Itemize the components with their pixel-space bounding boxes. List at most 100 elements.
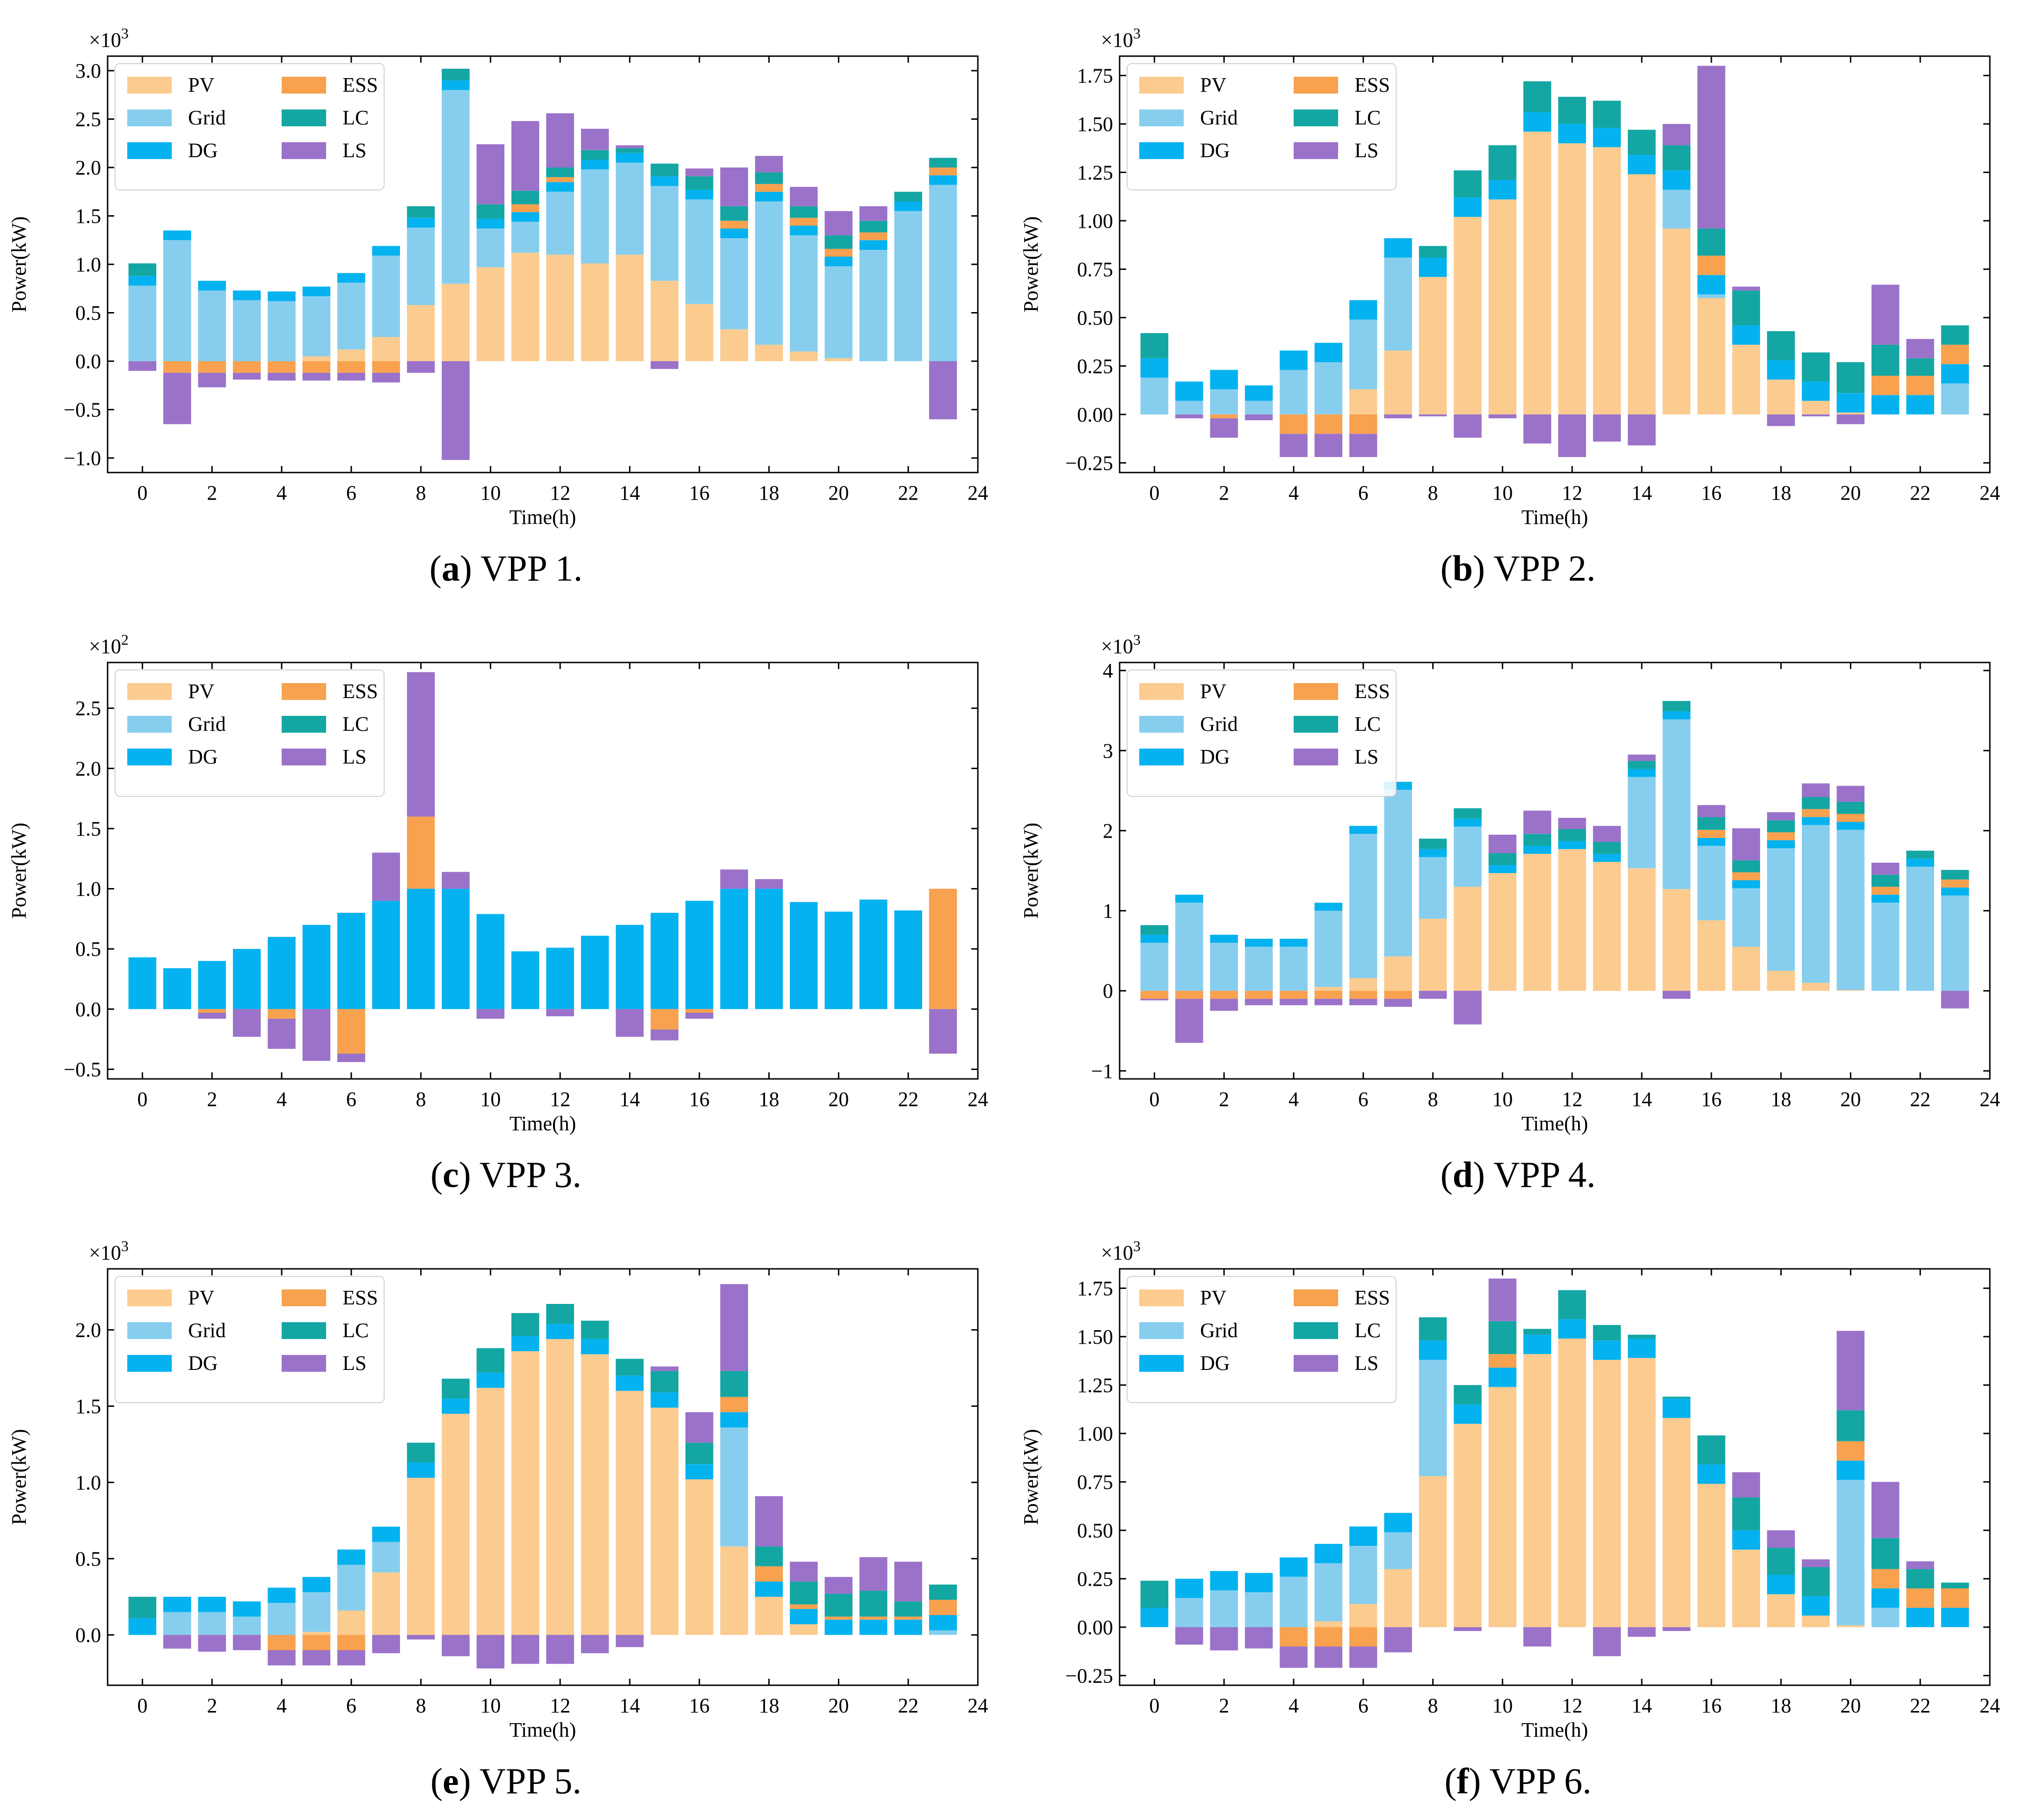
y-tick-label: 0.75 [1077,1471,1113,1493]
legend-swatch-ls [1294,749,1338,765]
bar-lc-t10 [476,204,505,219]
bar-ess-t16 [1697,830,1725,838]
bar-lc-t0 [1140,333,1169,358]
bar-pv-t16 [685,304,713,361]
bar-dg-t18 [755,888,783,1009]
bar-ls-t10 [476,1009,505,1019]
bar-dg-t20 [1836,1460,1865,1480]
bar-grid-t9 [1454,826,1482,887]
bar-pv-t18 [1767,1594,1795,1627]
bar-ls-t3 [233,372,261,380]
bar-ls-t8 [1419,990,1447,999]
y-tick-label: 0.00 [1077,1616,1113,1639]
bar-ess-t4 [1280,1627,1308,1647]
bar-ess-t3 [1245,990,1273,999]
bar-lc-t10 [476,1348,505,1373]
x-tick-label: 16 [1701,1694,1722,1717]
bar-lc-t21 [859,1590,888,1617]
x-tick-label: 18 [1771,481,1791,504]
bar-ls-t22 [894,1561,922,1602]
bar-dg-t17 [1732,1530,1760,1550]
bar-lc-t9 [1454,170,1482,198]
bar-dg-t21 [859,240,888,250]
legend-label-dg: DG [188,139,218,162]
bar-ls-t21 [1871,1482,1900,1538]
bar-lc-t16 [685,1442,713,1464]
bar-grid-t8 [407,227,435,305]
bar-dg-t3 [1245,385,1273,401]
bar-ess-t17 [720,220,748,229]
bar-ess-t21 [1871,887,1900,895]
bar-dg-t15 [1662,711,1691,720]
bar-lc-t13 [1593,1325,1621,1341]
bar-dg-t23 [1941,1608,1969,1627]
bar-pv-t15 [1662,1418,1691,1627]
bar-pv-t16 [1697,1484,1725,1627]
x-tick-label: 18 [1771,1088,1791,1111]
bar-pv-t12 [546,1339,574,1635]
bar-lc-t15 [1662,145,1691,171]
bar-ls-t5 [302,372,331,381]
bar-dg-t14 [1628,155,1656,175]
bar-ls-t19 [1802,783,1830,797]
bar-dg-t6 [1349,300,1377,320]
bar-ess-t6 [337,1635,365,1650]
bar-pv-t6 [337,349,365,361]
x-tick-label: 16 [1701,1088,1722,1111]
caption-text: VPP 6. [1481,1761,1592,1801]
bar-ls-t22 [1906,339,1934,358]
bar-ls-t15 [1662,124,1691,146]
legend-swatch-dg [1139,1355,1184,1372]
bar-pv-t6 [1349,389,1377,415]
y-tick-label: 2.5 [75,697,101,720]
y-tick-label: −1 [1091,1060,1113,1083]
y-tick-label: 1.75 [1077,1277,1113,1300]
bar-ls-t5 [1314,1646,1343,1668]
y-axis-label: Power(kW) [7,1429,30,1525]
x-tick-label: 10 [1492,481,1513,504]
bar-ls-t12 [1558,818,1586,829]
y-tick-label: 0.0 [75,1623,101,1646]
bar-lc-t11 [1523,834,1551,846]
x-tick-label: 18 [759,1088,779,1111]
legend-label-ls: LS [1354,139,1378,162]
bar-ls-t4 [268,372,296,381]
bar-ess-t3 [233,361,261,373]
bar-ls-t7 [1384,998,1412,1007]
x-tick-label: 0 [1149,1694,1159,1717]
bar-pv-t11 [511,1351,539,1635]
bar-ls-t10 [476,1635,505,1669]
bar-ls-t13 [1593,826,1621,842]
bar-ess-t18 [755,1566,783,1582]
bar-pv-t18 [755,344,783,361]
panel-b: 0 2 4 6 8 10 12 14 16 18 20 22 24 −0.25 0.00 0.25 0.50 0.… [1012,0,2024,606]
bar-grid-t15 [1662,719,1691,889]
legend-label-dg: DG [1200,139,1230,162]
bar-ess-t20 [824,248,853,257]
bar-pv-t12 [1558,849,1586,991]
legend-swatch-lc [1294,109,1338,126]
bar-grid-t1 [1175,1598,1203,1627]
bar-ess-t10 [1488,1354,1517,1368]
legend-swatch-ls [282,749,326,765]
legend-label-lc: LC [342,106,369,129]
bar-pv-t14 [616,255,644,361]
bar-pv-t19 [790,1624,818,1635]
bar-ls-t6 [1349,434,1377,457]
bar-ls-t17 [720,869,748,889]
bar-grid-t3 [233,300,261,361]
y-tick-label: 1.5 [75,1395,101,1418]
bar-ls-t18 [1767,414,1795,426]
bar-dg-t19 [1802,381,1830,401]
legend-label-ess: ESS [1354,73,1390,96]
bar-lc-t12 [546,1304,574,1324]
bar-lc-t16 [1697,817,1725,830]
x-tick-label: 20 [1840,1088,1861,1111]
legend-label-ess: ESS [342,1286,378,1309]
y-tick-label: 2.0 [75,1318,101,1341]
bar-lc-t19 [790,206,818,218]
legend-swatch-dg [127,749,172,765]
bar-dg-t16 [685,1464,713,1479]
bar-dg-t19 [790,226,818,235]
bar-ls-t19 [790,1561,818,1582]
